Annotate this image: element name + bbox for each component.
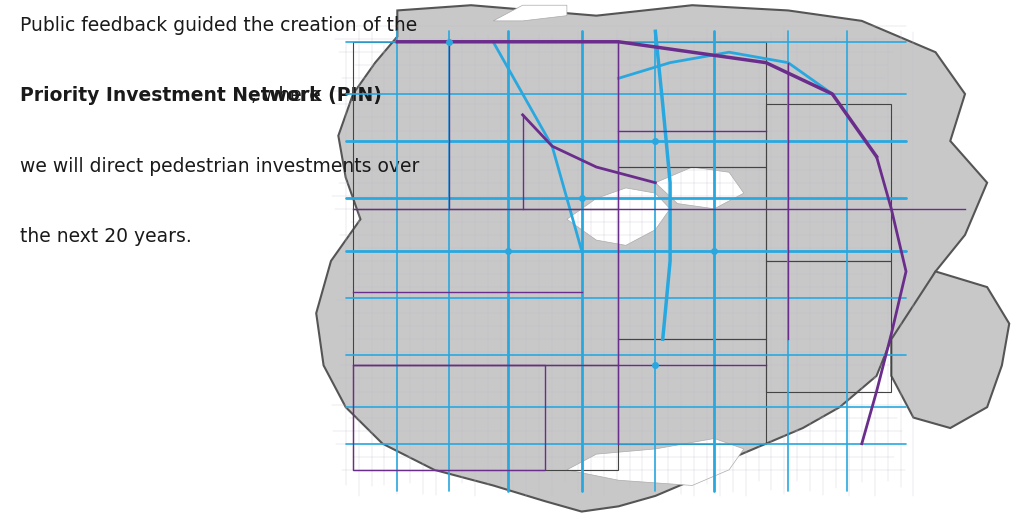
Text: , where: , where — [251, 86, 321, 105]
Bar — [353, 365, 545, 470]
Polygon shape — [567, 438, 743, 485]
Polygon shape — [567, 188, 670, 245]
Bar — [353, 42, 618, 209]
Bar — [766, 104, 891, 261]
Polygon shape — [494, 5, 567, 21]
Text: Public feedback guided the creation of the: Public feedback guided the creation of t… — [20, 16, 418, 34]
Polygon shape — [655, 167, 743, 209]
Polygon shape — [891, 271, 1010, 428]
Bar — [618, 339, 766, 444]
Bar — [618, 167, 766, 339]
Text: we will direct pedestrian investments over: we will direct pedestrian investments ov… — [20, 157, 420, 175]
Text: the next 20 years.: the next 20 years. — [20, 227, 193, 246]
Bar — [353, 365, 618, 470]
Text: Priority Investment Network (PIN): Priority Investment Network (PIN) — [20, 86, 382, 105]
Polygon shape — [316, 5, 987, 512]
Bar — [353, 209, 618, 365]
Bar — [766, 261, 891, 392]
Bar — [618, 42, 766, 167]
